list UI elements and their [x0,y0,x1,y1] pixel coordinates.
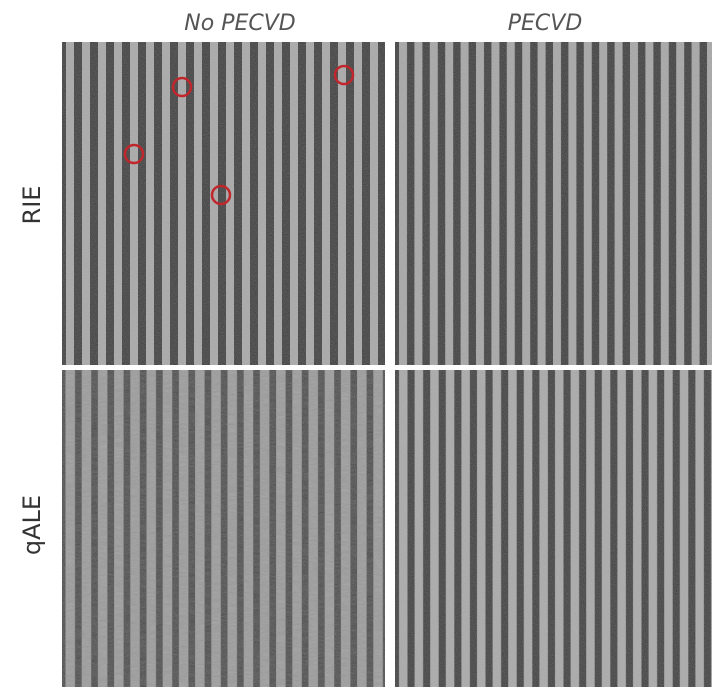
sem-image [395,42,712,365]
defect-circle [210,184,232,206]
defect-circle [333,64,355,86]
defect-circle [171,76,193,98]
column-label: PECVD [508,11,583,36]
defect-markers [123,64,355,206]
sem-image [62,370,385,687]
row-label: qALE [18,495,46,555]
row-label: RIE [18,186,46,225]
column-label: No PECVD [184,11,295,36]
defect-circle [123,143,145,165]
sem-image [395,370,712,687]
